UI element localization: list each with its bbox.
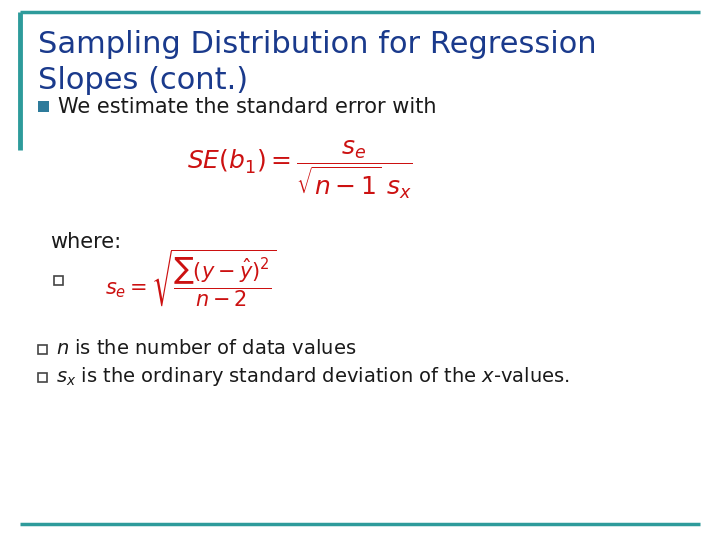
Text: where:: where: bbox=[50, 232, 121, 252]
Text: $n$ is the number of data values: $n$ is the number of data values bbox=[56, 340, 356, 359]
Text: Slopes (cont.): Slopes (cont.) bbox=[38, 66, 248, 95]
Bar bbox=[38, 373, 47, 382]
Text: $s_x$ is the ordinary standard deviation of the $x$-values.: $s_x$ is the ordinary standard deviation… bbox=[56, 366, 570, 388]
Bar bbox=[54, 276, 63, 285]
Bar bbox=[38, 101, 49, 112]
Text: $s_e=\sqrt{\dfrac{\sum(y-\hat{y})^2}{n-2}}$: $s_e=\sqrt{\dfrac{\sum(y-\hat{y})^2}{n-2… bbox=[105, 247, 277, 309]
Bar bbox=[38, 345, 47, 354]
Text: We estimate the standard error with: We estimate the standard error with bbox=[58, 97, 436, 117]
Text: $\mathit{SE}(b_1)=\dfrac{s_e}{\sqrt{n-1}\;s_x}$: $\mathit{SE}(b_1)=\dfrac{s_e}{\sqrt{n-1}… bbox=[187, 139, 413, 201]
Text: Sampling Distribution for Regression: Sampling Distribution for Regression bbox=[38, 30, 597, 59]
